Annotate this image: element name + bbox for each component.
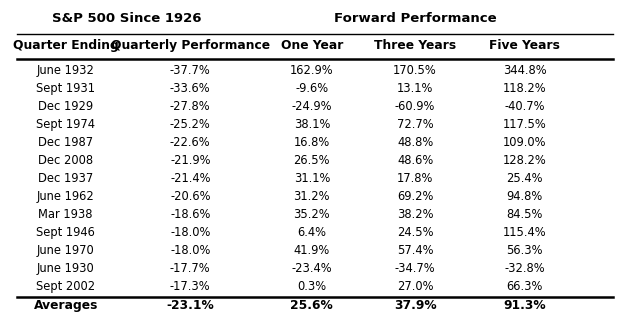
Text: 0.3%: 0.3% (297, 280, 326, 293)
Text: -22.6%: -22.6% (170, 136, 211, 149)
Text: Dec 1937: Dec 1937 (38, 172, 94, 185)
Text: Dec 1929: Dec 1929 (38, 100, 93, 113)
Text: 31.1%: 31.1% (294, 172, 330, 185)
Text: -23.4%: -23.4% (291, 262, 332, 275)
Text: -18.6%: -18.6% (170, 208, 210, 221)
Text: 48.8%: 48.8% (397, 136, 433, 149)
Text: June 1970: June 1970 (37, 244, 95, 257)
Text: 24.5%: 24.5% (397, 226, 433, 239)
Text: -23.1%: -23.1% (166, 299, 214, 312)
Text: -34.7%: -34.7% (395, 262, 435, 275)
Text: 48.6%: 48.6% (397, 154, 433, 167)
Text: Averages: Averages (33, 299, 98, 312)
Text: -20.6%: -20.6% (170, 190, 211, 203)
Text: Forward Performance: Forward Performance (334, 12, 497, 25)
Text: 57.4%: 57.4% (397, 244, 433, 257)
Text: 27.0%: 27.0% (397, 280, 433, 293)
Text: -37.7%: -37.7% (170, 64, 211, 77)
Text: Dec 1987: Dec 1987 (38, 136, 93, 149)
Text: Quarter Ending: Quarter Ending (13, 39, 118, 52)
Text: 56.3%: 56.3% (506, 244, 542, 257)
Text: One Year: One Year (281, 39, 343, 52)
Text: 38.1%: 38.1% (294, 118, 330, 131)
Text: June 1932: June 1932 (37, 64, 95, 77)
Text: 17.8%: 17.8% (397, 172, 433, 185)
Text: Quarterly Performance: Quarterly Performance (111, 39, 270, 52)
Text: 117.5%: 117.5% (503, 118, 546, 131)
Text: -27.8%: -27.8% (170, 100, 211, 113)
Text: 16.8%: 16.8% (294, 136, 330, 149)
Text: Dec 2008: Dec 2008 (38, 154, 93, 167)
Text: Sept 2002: Sept 2002 (36, 280, 95, 293)
Text: -18.0%: -18.0% (170, 244, 210, 257)
Text: 344.8%: 344.8% (503, 64, 546, 77)
Text: 94.8%: 94.8% (507, 190, 542, 203)
Text: Three Years: Three Years (374, 39, 456, 52)
Text: June 1962: June 1962 (37, 190, 95, 203)
Text: 37.9%: 37.9% (394, 299, 436, 312)
Text: Mar 1938: Mar 1938 (38, 208, 93, 221)
Text: -9.6%: -9.6% (295, 82, 329, 95)
Text: 91.3%: 91.3% (503, 299, 546, 312)
Text: -17.7%: -17.7% (170, 262, 211, 275)
Text: 115.4%: 115.4% (503, 226, 546, 239)
Text: 84.5%: 84.5% (507, 208, 542, 221)
Text: June 1930: June 1930 (37, 262, 95, 275)
Text: 69.2%: 69.2% (397, 190, 433, 203)
Text: -40.7%: -40.7% (504, 100, 545, 113)
Text: 170.5%: 170.5% (393, 64, 437, 77)
Text: 72.7%: 72.7% (397, 118, 433, 131)
Text: 41.9%: 41.9% (294, 244, 330, 257)
Text: 25.4%: 25.4% (506, 172, 542, 185)
Text: 35.2%: 35.2% (293, 208, 330, 221)
Text: -33.6%: -33.6% (170, 82, 211, 95)
Text: Sept 1974: Sept 1974 (36, 118, 95, 131)
Text: 118.2%: 118.2% (503, 82, 546, 95)
Text: Sept 1946: Sept 1946 (36, 226, 95, 239)
Text: -25.2%: -25.2% (170, 118, 211, 131)
Text: -24.9%: -24.9% (291, 100, 332, 113)
Text: -60.9%: -60.9% (395, 100, 435, 113)
Text: 25.6%: 25.6% (290, 299, 333, 312)
Text: -21.4%: -21.4% (170, 172, 211, 185)
Text: 109.0%: 109.0% (503, 136, 546, 149)
Text: -18.0%: -18.0% (170, 226, 210, 239)
Text: 38.2%: 38.2% (397, 208, 433, 221)
Text: 13.1%: 13.1% (397, 82, 433, 95)
Text: 31.2%: 31.2% (293, 190, 330, 203)
Text: -17.3%: -17.3% (170, 280, 211, 293)
Text: 26.5%: 26.5% (293, 154, 330, 167)
Text: 162.9%: 162.9% (290, 64, 334, 77)
Text: 128.2%: 128.2% (503, 154, 546, 167)
Text: Sept 1931: Sept 1931 (36, 82, 95, 95)
Text: 6.4%: 6.4% (297, 226, 326, 239)
Text: -32.8%: -32.8% (504, 262, 545, 275)
Text: Five Years: Five Years (489, 39, 560, 52)
Text: 66.3%: 66.3% (507, 280, 542, 293)
Text: -21.9%: -21.9% (170, 154, 211, 167)
Text: S&P 500 Since 1926: S&P 500 Since 1926 (51, 12, 202, 25)
